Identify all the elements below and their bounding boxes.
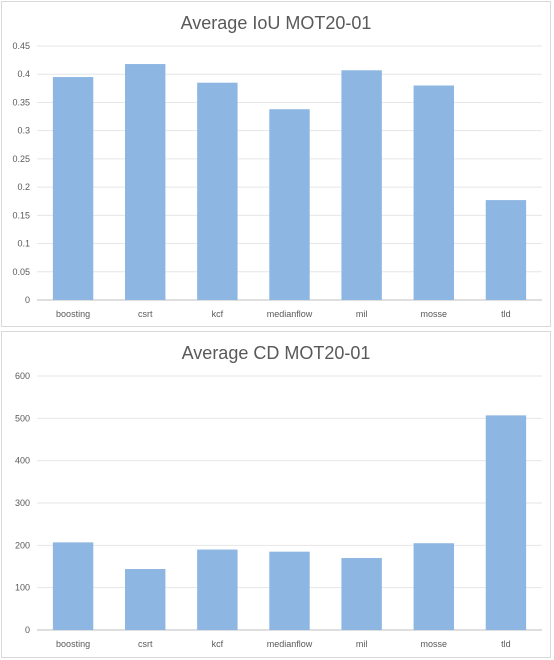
bar-csrt: [125, 64, 166, 300]
x-tick-label: kcf: [212, 639, 224, 649]
y-tick-label: 0.25: [12, 154, 30, 164]
y-tick-label: 200: [15, 540, 30, 550]
iou-chart: Average IoU MOT20-01 0 0.05 0.1 0.15 0.2 0.25…: [12, 13, 542, 319]
bar-boosting: [52, 77, 94, 301]
x-tick-label: csrt: [138, 309, 153, 319]
x-tick-label: boosting: [56, 309, 90, 319]
bar-mosse: [413, 85, 454, 300]
bar-mosse: [413, 543, 454, 630]
bar-csrt: [125, 569, 166, 630]
bar-boosting: [52, 542, 94, 630]
bar-tld: [485, 415, 527, 630]
y-tick-label: 600: [15, 371, 30, 381]
x-tick-label: tld: [501, 639, 511, 649]
bar-kcf: [197, 549, 238, 630]
x-tick-label: mil: [356, 639, 368, 649]
y-tick-label: 0.15: [12, 210, 30, 220]
x-tick-label: kcf: [212, 309, 224, 319]
iou-chart-title: Average IoU MOT20-01: [181, 13, 372, 33]
x-tick-label: mil: [356, 309, 368, 319]
x-tick-label: mosse: [421, 639, 448, 649]
cd-chart: Average CD MOT20-01 0 100 200 300 400 500 600 b…: [15, 343, 542, 649]
y-tick-label: 400: [15, 456, 30, 466]
y-tick-label: 300: [15, 498, 30, 508]
x-tick-label: boosting: [56, 639, 90, 649]
bar-medianflow: [269, 109, 310, 301]
y-tick-label: 0: [25, 625, 30, 635]
iou-chart-panel: Average IoU MOT20-01 0 0.05 0.1 0.15 0.2 0.25…: [1, 1, 551, 327]
bar-mil: [341, 558, 382, 630]
y-tick-label: 0.45: [12, 41, 30, 51]
bar-tld: [485, 200, 527, 300]
x-tick-label: medianflow: [267, 309, 313, 319]
y-tick-label: 0.2: [17, 182, 30, 192]
cd-chart-panel: Average CD MOT20-01 0 100 200 300 400 500 600 b…: [1, 331, 551, 658]
y-tick-label: 0.1: [17, 239, 30, 249]
x-tick-label: csrt: [138, 639, 153, 649]
bar-mil: [341, 70, 382, 300]
bar-kcf: [197, 82, 238, 300]
y-tick-label: 0: [25, 295, 30, 305]
y-tick-label: 0.3: [17, 126, 30, 136]
x-tick-label: medianflow: [267, 639, 313, 649]
y-tick-label: 0.4: [17, 69, 30, 79]
cd-chart-title: Average CD MOT20-01: [182, 343, 371, 363]
bar-medianflow: [269, 551, 310, 630]
x-tick-label: mosse: [421, 309, 448, 319]
x-tick-label: tld: [501, 309, 511, 319]
y-tick-label: 0.05: [12, 267, 30, 277]
y-tick-label: 500: [15, 413, 30, 423]
y-tick-label: 0.35: [12, 97, 30, 107]
y-tick-label: 100: [15, 583, 30, 593]
